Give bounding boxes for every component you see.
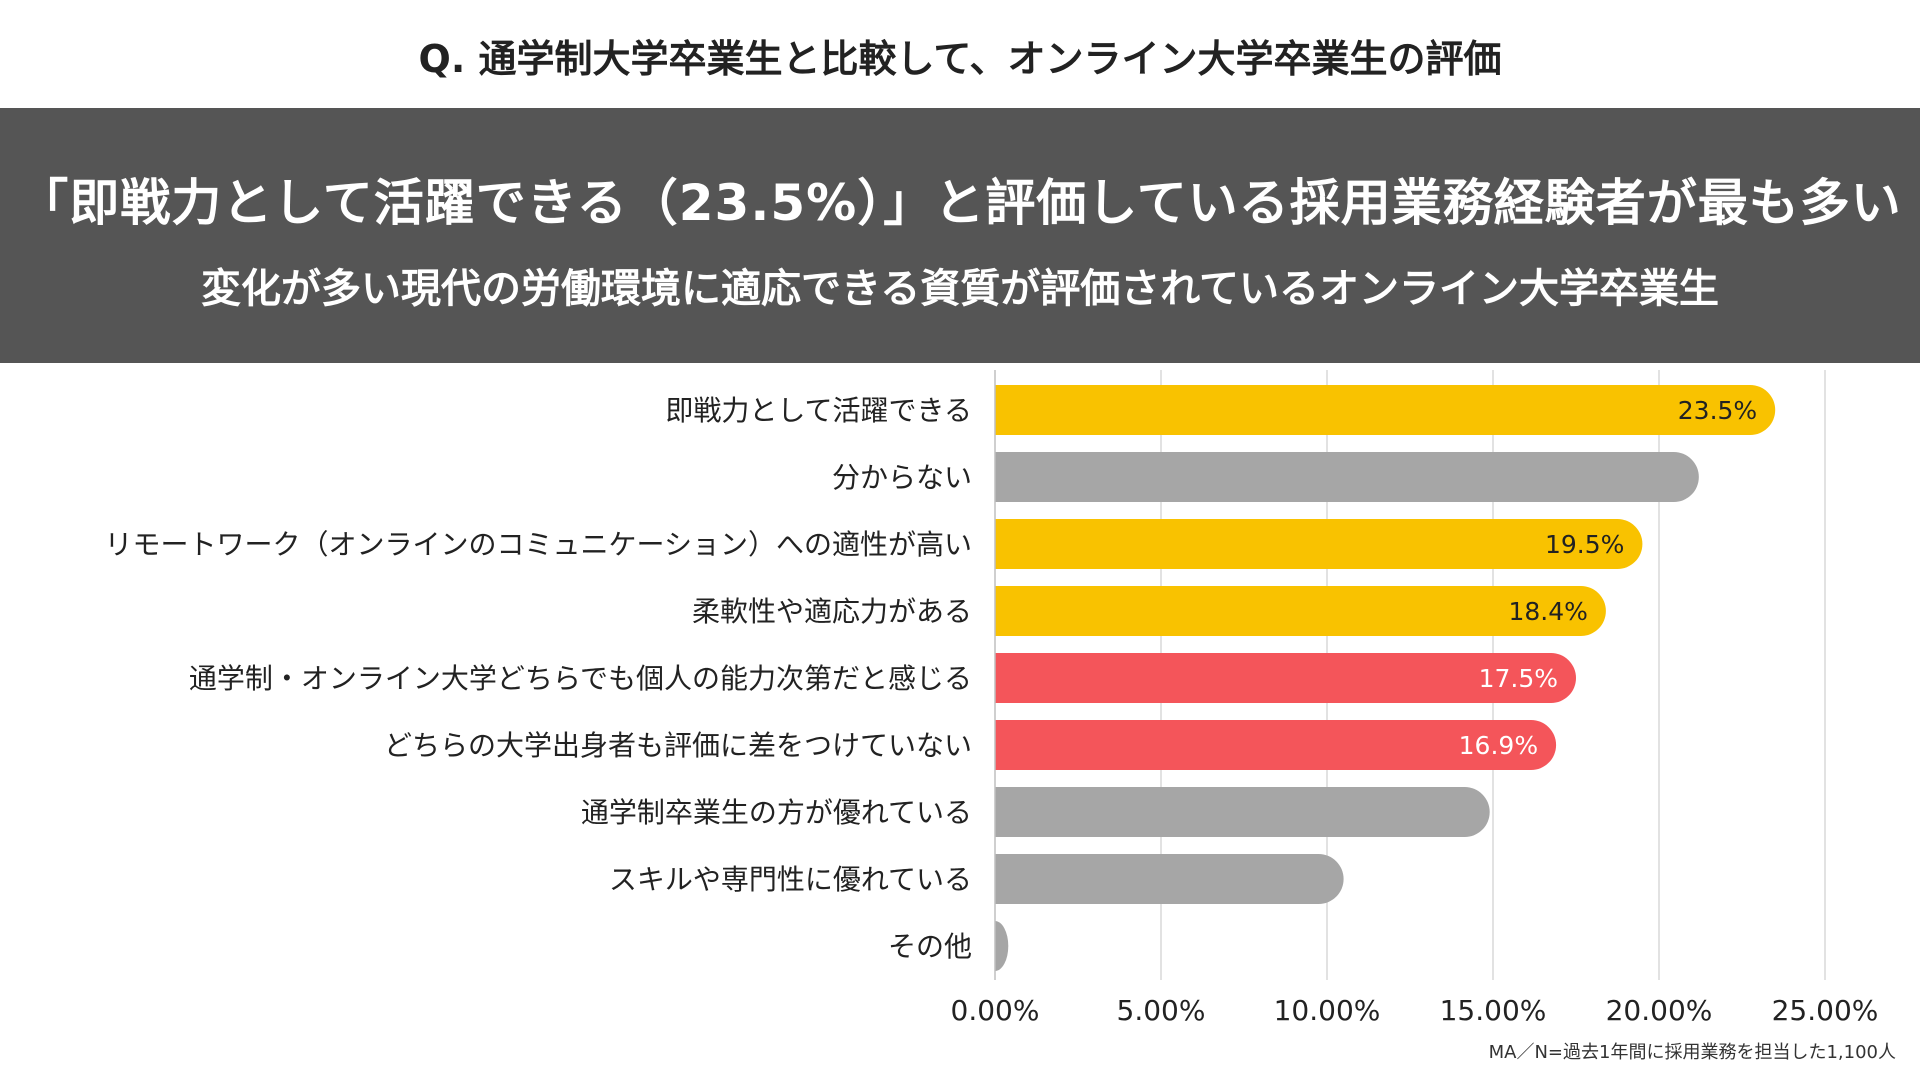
bar (995, 854, 1344, 904)
headline-banner: 「即戦力として活躍できる（23.5%）」と評価している採用業務経験者が最も多い … (0, 108, 1920, 363)
question-title: Q. 通学制大学卒業生と比較して、オンライン大学卒業生の評価 (418, 37, 1502, 81)
bar (995, 586, 1606, 636)
category-label: 分からない (832, 461, 972, 494)
category-label: その他 (888, 930, 972, 963)
x-tick-label: 15.00% (1440, 994, 1547, 1027)
bar (995, 720, 1557, 770)
subline-text: 変化が多い現代の労働環境に適応できる資質が評価されているオンライン大学卒業生 (201, 266, 1719, 312)
x-tick-label: 25.00% (1772, 994, 1879, 1027)
category-label: 即戦力として活躍できる (665, 394, 972, 427)
category-label: 通学制・オンライン大学どちらでも個人の能力次第だと感じる (189, 662, 972, 695)
category-label: スキルや専門性に優れている (609, 863, 972, 896)
bar (995, 653, 1576, 703)
data-label: 16.9% (1459, 731, 1538, 760)
bar (995, 787, 1490, 837)
footnote: MA／N=過去1年間に採用業務を担当した1,100人 (1488, 1042, 1896, 1063)
x-tick-label: 0.00% (951, 994, 1040, 1027)
category-label: リモートワーク（オンラインのコミュニケーション）への適性が高い (105, 528, 972, 561)
bar (995, 385, 1776, 435)
data-label: 23.5% (1678, 396, 1757, 425)
bar (995, 452, 1699, 502)
x-tick-label: 20.00% (1606, 994, 1713, 1027)
bar (995, 519, 1643, 569)
headline-text: 「即戦力として活躍できる（23.5%）」と評価している採用業務経験者が最も多い (18, 174, 1902, 232)
category-label: 通学制卒業生の方が優れている (581, 796, 972, 829)
data-label: 17.5% (1479, 664, 1558, 693)
bar-chart: 即戦力として活躍できる 23.5% 分からないリモートワーク（オンラインのコミュニケ… (105, 370, 1879, 1027)
data-label: 19.5% (1545, 530, 1624, 559)
x-tick-label: 10.00% (1274, 994, 1381, 1027)
x-tick-label: 5.00% (1117, 994, 1206, 1027)
bar (995, 921, 1009, 971)
category-label: 柔軟性や適応力がある (692, 595, 972, 628)
data-label: 18.4% (1508, 597, 1587, 626)
category-label: どちらの大学出身者も評価に差をつけていない (384, 729, 972, 762)
